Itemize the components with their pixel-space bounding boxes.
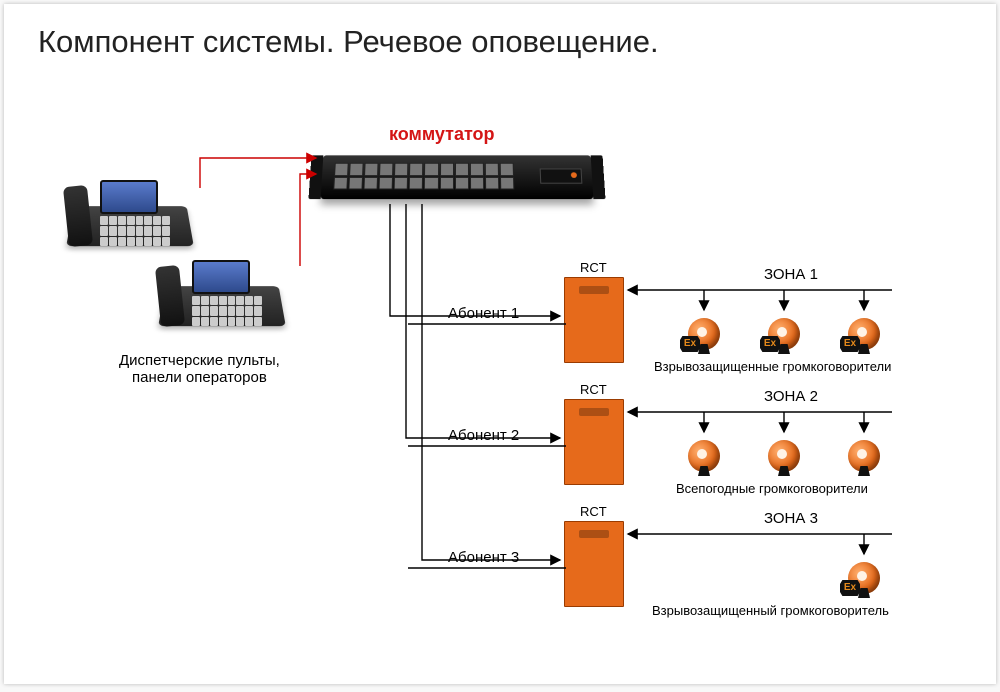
rct-3-label: RCT [580, 504, 607, 519]
zone-2-caption: Всепогодные громкоговорители [676, 481, 868, 496]
speaker-z3-1: Ex [844, 558, 884, 598]
page-title: Компонент системы. Речевое оповещение. [38, 24, 659, 60]
network-switch [321, 155, 594, 199]
zone-3-caption: Взрывозащищенный громкоговоритель [652, 603, 889, 618]
speaker-z2-1 [684, 436, 724, 476]
phones-caption: Диспетчерские пульты, панели операторов [119, 352, 280, 386]
speaker-z2-3 [844, 436, 884, 476]
phone-device-1 [64, 174, 204, 264]
zone-2-name: ЗОНА 2 [764, 388, 818, 405]
switch-label: коммутатор [389, 124, 495, 145]
speaker-z1-2: Ex [764, 314, 804, 354]
rct-2-label: RCT [580, 382, 607, 397]
rct-box-2 [564, 399, 624, 485]
subscriber-1-label: Абонент 1 [448, 305, 519, 322]
zone-1-caption: Взрывозащищенные громкоговорители [654, 359, 891, 374]
phone-device-2 [156, 254, 296, 344]
speaker-z1-3: Ex [844, 314, 884, 354]
speaker-z2-2 [764, 436, 804, 476]
rct-box-3 [564, 521, 624, 607]
speaker-z1-1: Ex [684, 314, 724, 354]
rct-box-1 [564, 277, 624, 363]
zone-3-name: ЗОНА 3 [764, 510, 818, 527]
zone-1-name: ЗОНА 1 [764, 266, 818, 283]
subscriber-2-label: Абонент 2 [448, 427, 519, 444]
page: Компонент системы. Речевое оповещение. Д… [4, 4, 996, 684]
rct-1-label: RCT [580, 260, 607, 275]
subscriber-3-label: Абонент 3 [448, 549, 519, 566]
